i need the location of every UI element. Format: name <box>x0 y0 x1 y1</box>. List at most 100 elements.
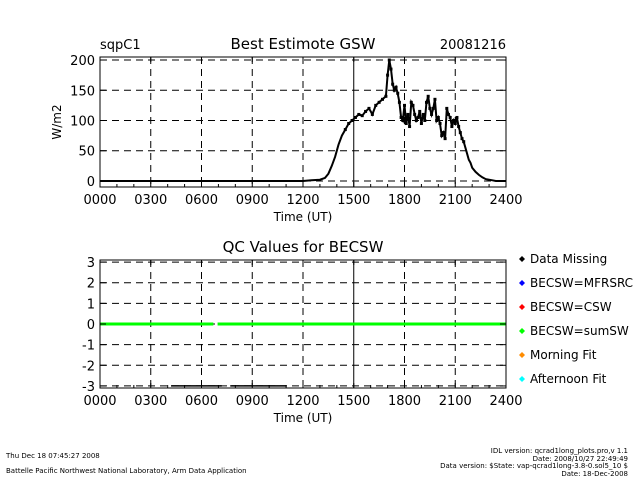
x-tick-label: 1500 <box>337 394 370 409</box>
data-point <box>403 103 406 107</box>
data-point <box>384 94 388 98</box>
y-tick-label: 2 <box>87 277 95 292</box>
data-point <box>421 112 425 116</box>
x-tick-label: 0000 <box>83 394 116 409</box>
data-point <box>414 118 418 122</box>
data-point <box>374 103 378 107</box>
data-point <box>438 122 442 126</box>
data-point <box>364 109 368 113</box>
x-tick-label: 0600 <box>185 193 218 208</box>
data-point <box>413 112 417 116</box>
x-tick-label: 2400 <box>489 193 522 208</box>
x-tick-label: 0600 <box>185 394 218 409</box>
legend-marker <box>519 376 525 382</box>
site-label: sqpC1 <box>100 38 141 53</box>
data-point <box>426 94 430 98</box>
x-tick-label: 0900 <box>236 193 269 208</box>
data-point <box>446 112 450 116</box>
data-point <box>452 118 456 122</box>
data-point <box>428 106 432 110</box>
data-point <box>435 118 439 122</box>
x-tick-label: 2400 <box>489 394 522 409</box>
data-point <box>350 118 354 122</box>
data-point <box>408 125 412 129</box>
y-tick-label: 50 <box>78 145 95 160</box>
footer-idl-date: Date: 2008/10/27 22:49:49 <box>532 455 628 463</box>
data-point <box>441 131 445 135</box>
x-axis-label: Time (UT) <box>273 411 333 425</box>
data-point <box>450 125 454 129</box>
data-point <box>394 85 398 89</box>
x-tick-label: 0300 <box>134 394 167 409</box>
data-point <box>431 106 435 110</box>
data-point <box>445 106 449 110</box>
data-point <box>387 58 391 62</box>
x-tick-label: 1500 <box>337 193 370 208</box>
chart-title: QC Values for BECSW <box>223 238 384 256</box>
legend-marker <box>519 280 525 286</box>
data-point <box>401 118 405 122</box>
data-point <box>448 115 452 119</box>
data-point <box>391 82 395 86</box>
data-point <box>409 100 413 104</box>
data-point <box>406 112 410 116</box>
x-tick-label: 1800 <box>388 394 421 409</box>
legend-label: BECSW=sumSW <box>530 324 629 338</box>
y-tick-label: 200 <box>70 54 95 69</box>
data-point <box>419 122 423 126</box>
footer-idl-version: IDL version: qcrad1long_plots.pro,v 1.1 <box>490 447 628 455</box>
data-point <box>347 122 351 126</box>
data-point <box>343 128 347 132</box>
data-point <box>424 100 428 104</box>
legend-label: Afternoon Fit <box>530 372 607 386</box>
y-tick-label: -3 <box>82 380 95 395</box>
data-point <box>370 112 374 116</box>
data-point <box>457 125 461 129</box>
data-point <box>443 137 447 141</box>
y-tick-label: 0 <box>87 175 95 190</box>
x-tick-label: 1800 <box>388 193 421 208</box>
data-point <box>416 115 420 119</box>
data-point <box>381 97 385 101</box>
y-tick-label: 1 <box>87 297 95 312</box>
footer-institution: Battelle Pacific Northwest National Labo… <box>6 467 247 475</box>
data-point <box>423 118 427 122</box>
data-point <box>460 137 464 141</box>
x-tick-label: 2100 <box>439 394 472 409</box>
x-tick-label: 0900 <box>236 394 269 409</box>
legend-marker <box>519 304 525 310</box>
y-tick-label: 0 <box>87 318 95 333</box>
legend-label: BECSW=CSW <box>530 300 612 314</box>
data-point <box>377 100 381 104</box>
x-tick-label: 1200 <box>286 394 319 409</box>
data-point <box>360 114 364 118</box>
data-point <box>453 122 457 126</box>
x-tick-label: 1200 <box>286 193 319 208</box>
x-axis-label: Time (UT) <box>273 210 333 224</box>
data-point <box>404 122 408 126</box>
y-tick-label: -2 <box>82 359 95 374</box>
legend-marker <box>519 256 525 262</box>
y-tick-label: 100 <box>70 114 95 129</box>
data-point <box>367 106 371 110</box>
footer-data-date: Date: 18-Dec-2008 <box>561 470 628 478</box>
data-point <box>418 109 422 113</box>
data-point <box>440 134 444 138</box>
data-point <box>392 88 396 92</box>
data-point <box>411 103 415 107</box>
y-tick-label: 3 <box>87 256 95 271</box>
date-label: 20081216 <box>440 38 506 53</box>
data-point <box>433 97 437 101</box>
legend-marker <box>519 328 525 334</box>
x-tick-label: 2100 <box>439 193 472 208</box>
legend-label: Morning Fit <box>530 348 597 362</box>
data-point <box>430 112 434 116</box>
data-point <box>389 67 393 71</box>
y-tick-label: -1 <box>82 339 95 354</box>
legend-marker <box>519 352 525 358</box>
legend-label: BECSW=MFRSRC <box>530 276 633 290</box>
legend-label: Data Missing <box>530 252 607 266</box>
data-point <box>397 100 401 104</box>
data-point <box>357 112 361 116</box>
